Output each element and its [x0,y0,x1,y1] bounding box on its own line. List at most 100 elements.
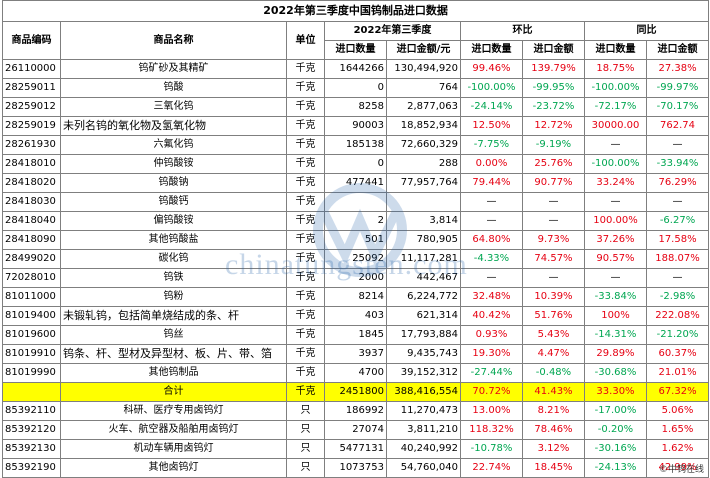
cell-value: 3,811,210 [386,420,461,440]
cell-code [2,382,61,402]
cell-code: 28259012 [2,97,61,117]
cell-qoq-value: 5.43% [522,325,585,345]
cell-name: 钨酸钙 [60,192,287,212]
cell-unit: 只 [286,458,325,478]
cell-value: 11,270,473 [386,401,461,421]
cell-qoq-qty: -7.75% [460,135,523,155]
header-yoy-qty: 进口数量 [584,40,647,60]
cell-qoq-qty: -27.44% [460,363,523,383]
cell-code: 28418040 [2,211,61,231]
cell-qty: 4700 [324,363,387,383]
cell-unit: 只 [286,401,325,421]
cell-value: 40,240,992 [386,439,461,459]
cell-qoq-value: 12.72% [522,116,585,136]
cell-qoq-value: 41.43% [522,382,585,402]
cell-value: 6,224,772 [386,287,461,307]
cell-yoy-qty: -33.84% [584,287,647,307]
cell-yoy-value: -99.97% [645,78,710,98]
cell-qoq-value: 90.77% [522,173,585,193]
cell-qoq-value: — [522,268,585,288]
cell-code: 28418020 [2,173,61,193]
cell-yoy-qty: -24.13% [584,458,647,478]
cell-qoq-value: — [522,192,585,212]
cell-unit: 千克 [286,192,325,212]
cell-qty: 5477131 [324,439,387,459]
cell-unit: 千克 [286,78,325,98]
cell-value: 3,814 [386,211,461,231]
cell-qty: 3937 [324,344,387,364]
header-period: 2022年第三季度 [324,21,461,41]
cell-name: 仲钨酸铵 [60,154,287,174]
cell-qty: 2 [324,211,387,231]
header-qoq-qty: 进口数量 [460,40,523,60]
cell-name: 钨丝 [60,325,287,345]
cell-qoq-value: 25.76% [522,154,585,174]
cell-name: 其他卤钨灯 [60,458,287,478]
cell-name: 火车、航空器及船舶用卤钨灯 [60,420,287,440]
cell-name: 钨矿砂及其精矿 [60,59,287,79]
header-yoy-value: 进口金额 [645,40,710,60]
cell-qty: 1845 [324,325,387,345]
cell-unit: 千克 [286,268,325,288]
header-import-qty: 进口数量 [324,40,387,60]
cell-name: 合计 [60,382,287,402]
cell-code: 28259019 [2,116,61,136]
cell-yoy-value: 60.37% [645,344,710,364]
cell-qoq-qty: -24.14% [460,97,523,117]
table-row: 81011000 钨粉 千克 8214 6,224,772 32.48% 10.39% -33… [2,287,710,307]
header-unit: 单位 [286,21,325,60]
cell-unit: 千克 [286,173,325,193]
cell-value: 780,905 [386,230,461,250]
table-row: 28261930 六氟化钨 千克 185138 72,660,329 -7.75% -9.1… [2,135,710,155]
cell-qty: 0 [324,154,387,174]
cell-code: 85392130 [2,439,61,459]
cell-yoy-qty: -17.00% [584,401,647,421]
cell-unit: 千克 [286,249,325,269]
cell-yoy-qty: 33.30% [584,382,647,402]
cell-qoq-qty: -100.00% [460,78,523,98]
cell-value: 9,435,743 [386,344,461,364]
cell-yoy-qty: -14.31% [584,325,647,345]
cell-code: 81019400 [2,306,61,326]
cell-yoy-qty: 33.24% [584,173,647,193]
cell-qoq-qty: 22.74% [460,458,523,478]
cell-qoq-qty: 12.50% [460,116,523,136]
cell-yoy-qty: -30.68% [584,363,647,383]
cell-qty: 2000 [324,268,387,288]
table-row: 28418040 偏钨酸铵 千克 2 3,814— —100.00% -6.27% [2,211,710,231]
cell-code: 85392110 [2,401,61,421]
cell-qoq-qty: -10.78% [460,439,523,459]
header-yoy: 同比 [583,21,710,41]
cell-code: 28499020 [2,249,61,269]
cell-name: 钨条、杆、型材及异型材、板、片、带、箔 [60,344,287,364]
cell-value: 442,467 [386,268,461,288]
cell-value: 72,660,329 [386,135,461,155]
cell-yoy-value: — [645,268,710,288]
cell-value: 764 [386,78,461,98]
cell-yoy-value: -6.27% [645,211,710,231]
cell-yoy-value: 222.08% [645,306,710,326]
cell-name: 机动车辆用卤钨灯 [60,439,287,459]
cell-qoq-value: -23.72% [522,97,585,117]
cell-name: 钨酸钠 [60,173,287,193]
cell-unit: 千克 [286,325,325,345]
cell-qoq-qty: 40.42% [460,306,523,326]
cell-yoy-qty: — [584,192,647,212]
cell-qty: 90003 [324,116,387,136]
cell-yoy-value: — [645,135,710,155]
cell-yoy-qty: -100.00% [584,154,647,174]
cell-unit: 千克 [286,287,325,307]
cell-unit: 千克 [286,59,325,79]
cell-qoq-value: 51.76% [522,306,585,326]
cell-unit: 千克 [286,230,325,250]
cell-qoq-qty: 13.00% [460,401,523,421]
cell-qoq-value: — [522,211,585,231]
cell-yoy-value: 76.29% [645,173,710,193]
cell-code: 28418010 [2,154,61,174]
cell-yoy-value: 21.01% [645,363,710,383]
cell-qty: 8214 [324,287,387,307]
cell-name: 偏钨酸铵 [60,211,287,231]
cell-qoq-qty: 79.44% [460,173,523,193]
cell-qty: 8258 [324,97,387,117]
cell-unit: 千克 [286,116,325,136]
